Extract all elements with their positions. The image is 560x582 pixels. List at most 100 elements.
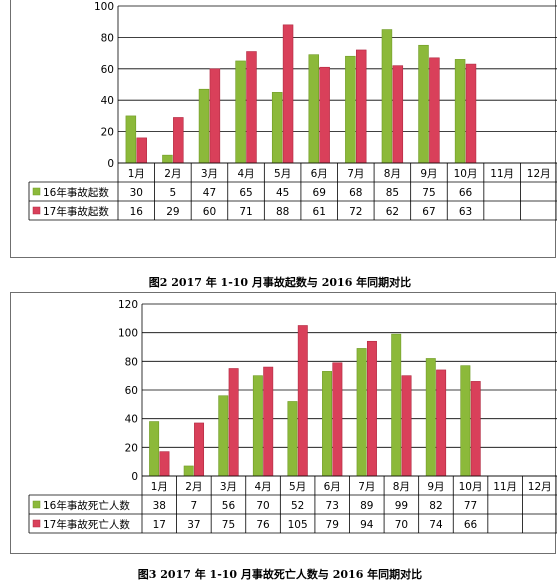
bar-series16 <box>308 54 320 164</box>
table-cell-value: 75 <box>422 187 435 199</box>
table-cell-value: 16 <box>130 206 144 218</box>
y-tick-label: 0 <box>131 471 138 483</box>
x-category-label: 7月 <box>358 481 375 493</box>
table-cell-value: 70 <box>395 519 408 531</box>
x-category-label: 6月 <box>324 481 341 493</box>
bar-series17 <box>436 369 447 477</box>
bar-series16 <box>322 371 333 477</box>
bar-series17 <box>194 422 205 477</box>
y-tick-label: 100 <box>94 1 114 13</box>
x-category-label: 8月 <box>384 168 401 180</box>
bar-series16 <box>125 115 137 164</box>
table-cell-value: 61 <box>313 206 326 218</box>
table-cell-value: 94 <box>360 519 374 531</box>
bar-series17 <box>470 381 481 477</box>
bar-series16 <box>252 375 263 477</box>
bar-series16 <box>235 60 246 164</box>
y-tick-label: 80 <box>125 356 138 368</box>
x-category-label: 3月 <box>201 168 218 180</box>
table-cell-value: 82 <box>429 500 442 512</box>
table-cell-value: 17 <box>153 519 166 531</box>
legend-swatch <box>32 187 41 196</box>
bar-series16 <box>345 55 356 164</box>
y-tick-label: 40 <box>101 95 114 107</box>
table-cell-value: 47 <box>203 187 216 199</box>
bar-series17 <box>173 117 184 164</box>
bar-series16 <box>381 29 393 164</box>
bar-series16 <box>391 333 402 477</box>
bar-series17 <box>332 362 343 477</box>
bar-series17 <box>401 375 412 477</box>
y-tick-label: 20 <box>125 442 138 454</box>
bar-series17 <box>228 368 239 477</box>
bar-series16 <box>149 421 160 477</box>
table-cell-value: 29 <box>166 206 179 218</box>
legend-series-name: 17年事故起数 <box>43 205 109 218</box>
legend-swatch <box>32 206 41 215</box>
table-cell-value: 73 <box>326 500 339 512</box>
table-cell-value: 76 <box>256 519 270 531</box>
table-cell-value: 85 <box>386 187 399 199</box>
table-cell-value: 77 <box>464 500 477 512</box>
y-tick-label: 100 <box>118 328 138 340</box>
deaths-bar-chart: 0 20 40 60 80 100 120 1月 2月 3月 4月 5月 6月 7月 8月 9月 10月 11月 1… <box>28 299 557 534</box>
x-category-label: 4月 <box>237 168 254 180</box>
table-cell-value: 74 <box>429 519 443 531</box>
table-cell-value: 70 <box>256 500 269 512</box>
table-cell-value: 5 <box>170 187 177 199</box>
bar-series16 <box>271 92 283 164</box>
x-category-label: 9月 <box>420 168 437 180</box>
table-cell-value: 65 <box>239 187 252 199</box>
bar-series16 <box>183 465 194 477</box>
table-cell-value: 45 <box>276 187 289 199</box>
x-category-label: 11月 <box>493 481 517 493</box>
table-cell-value: 72 <box>349 206 362 218</box>
bar-series17 <box>263 366 274 477</box>
bar-series17 <box>297 325 308 477</box>
table-cell-value: 62 <box>386 206 399 218</box>
table-cell-value: 56 <box>222 500 236 512</box>
bar-series16 <box>454 59 466 164</box>
bar-series17 <box>159 451 170 477</box>
table-cell-value: 7 <box>191 500 198 512</box>
table-cell-value: 71 <box>239 206 252 218</box>
x-category-label: 5月 <box>289 481 306 493</box>
table-cell-value: 52 <box>291 500 304 512</box>
table-cell-value: 99 <box>395 500 408 512</box>
x-category-label: 6月 <box>311 168 328 180</box>
bar-series17 <box>136 137 147 164</box>
bar-series17 <box>319 66 330 164</box>
bar-series16 <box>287 401 298 477</box>
bar-series16 <box>425 358 436 477</box>
y-tick-label: 40 <box>125 414 138 426</box>
bar-series17 <box>209 68 221 164</box>
table-cell-value: 68 <box>349 187 362 199</box>
legend-series-name: 17年事故死亡人数 <box>43 518 130 531</box>
table-cell-value: 69 <box>313 187 326 199</box>
figure-caption-deaths: 图3 2017 年 1-10 月事故死亡人数与 2016 年同期对比 <box>137 568 423 581</box>
x-category-label: 1月 <box>128 168 145 180</box>
x-category-label: 2月 <box>185 481 202 493</box>
table-cell-value: 89 <box>360 500 373 512</box>
bar-series16 <box>356 348 367 477</box>
legend-swatch <box>32 500 41 509</box>
table-cell-value: 38 <box>153 500 166 512</box>
bar-series17 <box>246 51 257 164</box>
bar-series17 <box>366 340 377 477</box>
bar-series16 <box>418 44 429 164</box>
figure-caption-accidents: 图2 2017 年 1-10 月事故起数与 2016 年同期对比 <box>148 276 412 289</box>
x-category-label: 12月 <box>527 168 551 180</box>
bar-series17 <box>429 57 440 164</box>
y-tick-label: 20 <box>101 127 114 139</box>
y-tick-label: 60 <box>101 64 114 76</box>
bar-series17 <box>465 63 477 164</box>
x-category-label: 7月 <box>347 168 364 180</box>
y-tick-label: 0 <box>107 158 114 170</box>
y-tick-label: 120 <box>118 299 138 311</box>
x-category-label: 2月 <box>164 168 181 180</box>
accidents-bar-chart: 0 20 40 60 80 100 1月 2月 3月 4月 5月 6月 7月 8月 9月 10月 11月 12月 1… <box>28 1 557 221</box>
bar-series16 <box>218 395 229 477</box>
table-cell-value: 79 <box>326 519 339 531</box>
chart-panel-deaths: 0 20 40 60 80 100 120 1月 2月 3月 4月 5月 6月 7月 8月 9月 10月 11月 1… <box>10 292 557 554</box>
x-category-label: 1月 <box>151 481 168 493</box>
